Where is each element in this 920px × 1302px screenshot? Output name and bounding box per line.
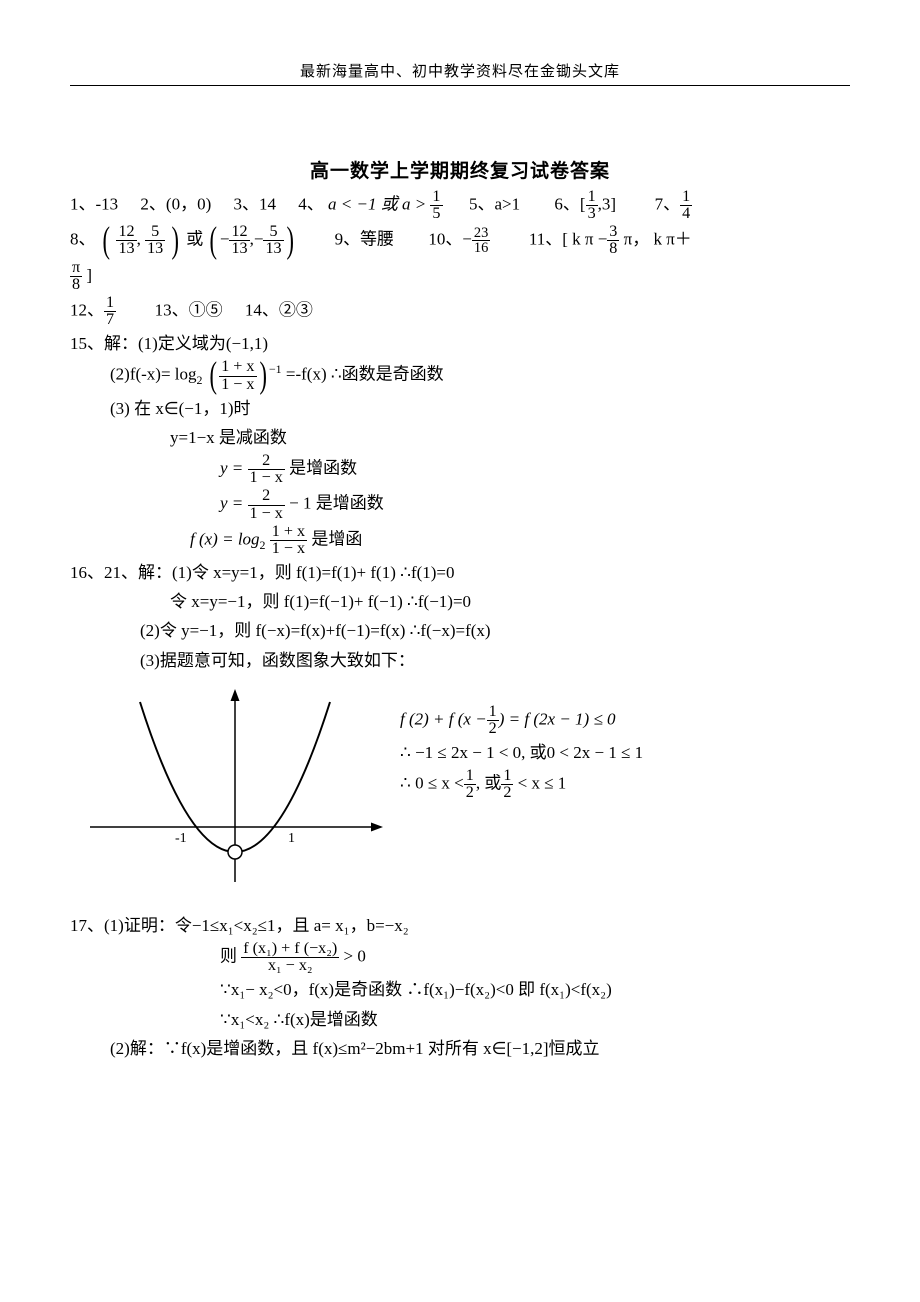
q16-line4: (3)据题意可知，函数图象大致如下： xyxy=(70,647,850,674)
ans-11-pre: 11、[ k π − xyxy=(529,230,607,249)
ans-12-frac: 17 xyxy=(104,295,116,328)
ans-6-post: ,3] xyxy=(598,195,616,214)
q15-l2b: =-f(x) ∴函数是奇函数 xyxy=(286,365,444,384)
graph-math-block: f (2) + f (x −12) = f (2x − 1) ≤ 0 ∴ −1 … xyxy=(400,682,643,804)
q15-line1: 15、解：(1)定义域为(−1,1) xyxy=(70,330,850,357)
ans-8-f4: 513 xyxy=(263,224,283,257)
ans-6-frac: 13 xyxy=(586,189,598,222)
ans-12-pre: 12、 xyxy=(70,301,104,320)
gm-line1: f (2) + f (x −12) = f (2x − 1) ≤ 0 xyxy=(400,704,643,737)
page-title: 高一数学上学期期终复习试卷答案 xyxy=(70,156,850,183)
header-rule xyxy=(70,85,850,86)
graph-label-neg1: -1 xyxy=(175,831,187,846)
q15-line4: y=1−x 是减函数 xyxy=(70,424,850,451)
gm-line3: ∴ 0 ≤ x <12, 或12 < x ≤ 1 xyxy=(400,768,643,801)
gm-line2: ∴ −1 ≤ 2x − 1 < 0, 或0 < 2x − 1 ≤ 1 xyxy=(400,739,643,766)
q17-l2-frac: f (x₁) + f (−x₂)x₁ − x₂ xyxy=(241,941,339,974)
ans-7-pre: 7、 xyxy=(655,195,681,214)
ans-13: 13、①⑤ xyxy=(155,301,223,320)
ans-11-mid: π， k π＋ xyxy=(619,230,691,249)
ans-4-pre: 4、 xyxy=(298,195,324,214)
q17-line1: 17、(1)证明：令−1≤x₁<x₂≤1，且 a= x₁，b=−x₂ xyxy=(70,912,850,939)
parabola-graph: -1 1 xyxy=(70,682,400,892)
ans-8-f2: 513 xyxy=(145,224,165,257)
answer-row-1: 1、-13 2、(0，0) 3、14 4、 a < −1 或 a > 15 5、… xyxy=(70,189,850,222)
ans-11-f1: 38 xyxy=(607,224,619,257)
q15-l5-frac: 21 − x xyxy=(248,453,285,486)
answer-row-3: 12、17 13、①⑤ 14、②③ xyxy=(70,295,850,328)
answer-row-2: 8、 ( 1213, 513 ) 或 (−1213,−513) 9、等腰 10、… xyxy=(70,224,850,257)
q16-line2: 令 x=y=−1，则 f(1)=f(−1)+ f(−1) ∴f(−1)=0 xyxy=(70,588,850,615)
ans-14: 14、②③ xyxy=(245,301,313,320)
ans-3: 3、14 xyxy=(234,195,277,214)
ans-2: 2、(0，0) xyxy=(140,195,211,214)
q15-l2a: (2)f(-x)= log xyxy=(110,365,197,384)
ans-4-a: a < −1 或 a > xyxy=(328,195,426,214)
ans-11-f2: π8 xyxy=(70,260,82,293)
graph-and-inequalities: -1 1 f (2) + f (x −12) = f (2x − 1) ≤ 0 … xyxy=(70,682,850,892)
answer-row-2b: π8 ] xyxy=(70,260,850,293)
ans-9: 9、等腰 xyxy=(335,230,395,249)
ans-1: 1、-13 xyxy=(70,195,118,214)
q15-line7: f (x) = log2 1 + x1 − x 是增函 xyxy=(70,524,850,557)
ans-10-frac: 2316 xyxy=(472,226,490,256)
q15-line6: y = 21 − x − 1 是增函数 xyxy=(70,488,850,521)
q15-l7-frac: 1 + x1 − x xyxy=(270,524,307,557)
header-note: 最新海量高中、初中教学资料尽在金锄头文库 xyxy=(70,60,850,81)
q16-line3: (2)令 y=−1，则 f(−x)=f(x)+f(−1)=f(x) ∴f(−x)… xyxy=(70,617,850,644)
q15-l2-frac: 1 + x1 − x xyxy=(219,359,256,392)
q17-line2: 则 f (x₁) + f (−x₂)x₁ − x₂ > 0 xyxy=(70,941,850,974)
q17-line3: ∵x₁− x₂<0，f(x)是奇函数 ∴f(x₁)−f(x₂)<0 即 f(x₁… xyxy=(70,976,850,1003)
q15-line3: (3) 在 x∈(−1，1)时 xyxy=(70,395,850,422)
q17-line5: (2)解：∵f(x)是增函数，且 f(x)≤m²−2bm+1 对所有 x∈[−1… xyxy=(70,1035,850,1062)
q16-line1: 16、21、解：(1)令 x=y=1，则 f(1)=f(1)+ f(1) ∴f(… xyxy=(70,559,850,586)
q15-line5: y = 21 − x 是增函数 xyxy=(70,453,850,486)
ans-8-f1: 1213 xyxy=(116,224,136,257)
q15-line2: (2)f(-x)= log2 (1 + x1 − x)−1 =-f(x) ∴函数… xyxy=(70,359,850,392)
ans-11-post: ] xyxy=(82,265,92,284)
q17-line4: ∵x₁<x₂ ∴f(x)是增函数 xyxy=(70,1006,850,1033)
ans-6-pre: 6、[ xyxy=(554,195,585,214)
ans-8-or: 或 xyxy=(186,230,203,249)
graph-label-pos1: 1 xyxy=(288,831,295,846)
ans-7-frac: 14 xyxy=(680,189,692,222)
ans-10-pre: 10、− xyxy=(428,230,472,249)
document-page: 最新海量高中、初中教学资料尽在金锄头文库 高一数学上学期期终复习试卷答案 1、-… xyxy=(0,0,920,1114)
ans-4-frac: 15 xyxy=(430,189,442,222)
ans-5: 5、a>1 xyxy=(469,195,520,214)
q15-l6-frac: 21 − x xyxy=(248,488,285,521)
ans-8-pre: 8、 xyxy=(70,230,96,249)
ans-8-f3: 1213 xyxy=(229,224,249,257)
